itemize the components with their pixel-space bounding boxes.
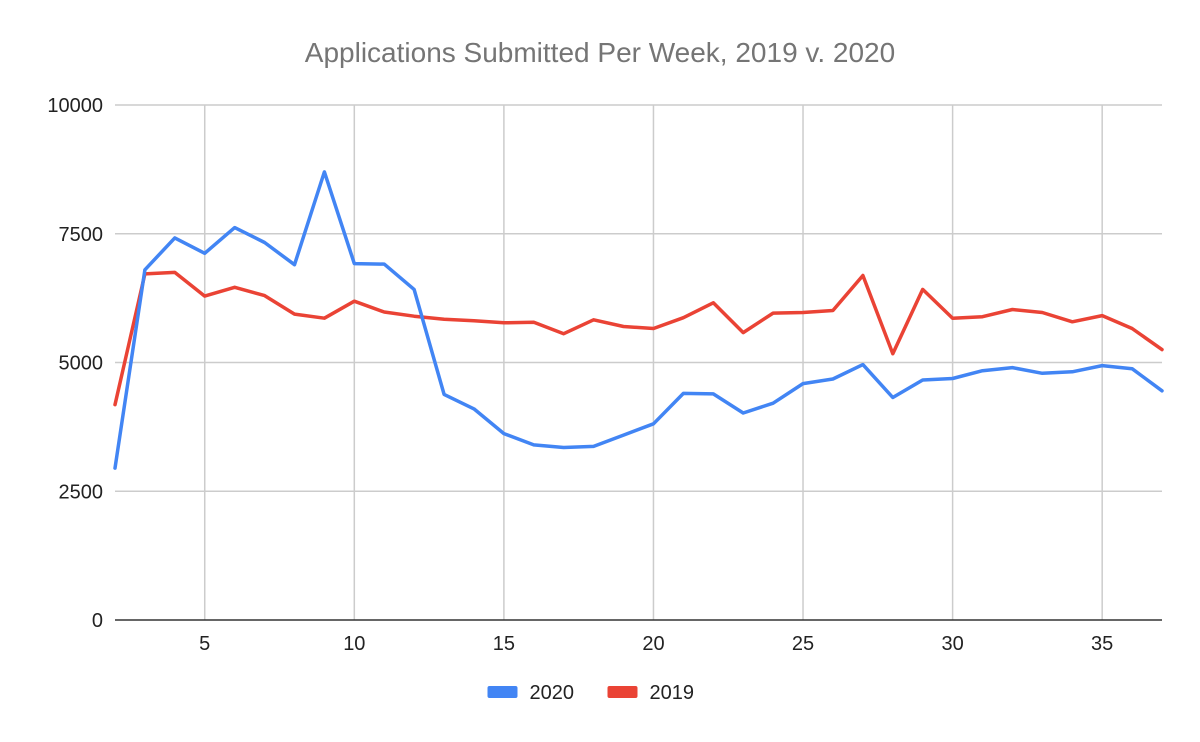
series-line-2020 <box>113 170 1164 470</box>
x-tick-label: 5 <box>199 633 210 655</box>
x-tick-label: 15 <box>493 633 515 655</box>
x-tick-label: 35 <box>1091 633 1113 655</box>
legend-label-2020: 2020 <box>530 682 575 704</box>
legend-swatch-2020 <box>487 686 518 698</box>
y-tick-label: 5000 <box>59 353 104 375</box>
legend-swatch-2019 <box>607 686 638 698</box>
chart-title: Applications Submitted Per Week, 2019 v.… <box>305 37 895 68</box>
legend: 2020 2019 <box>487 682 695 704</box>
x-tick-label: 25 <box>792 633 814 655</box>
y-tick-label: 0 <box>92 610 103 632</box>
x-tick-label: 10 <box>343 633 365 655</box>
x-axis-ticks: 5 10 15 20 25 30 35 <box>199 633 1113 655</box>
y-tick-label: 7500 <box>59 224 104 246</box>
series-lines <box>113 170 1164 470</box>
x-tick-label: 30 <box>941 633 963 655</box>
grid <box>115 104 1162 621</box>
y-tick-label: 2500 <box>59 481 104 503</box>
series-line-2019 <box>113 270 1164 407</box>
y-axis-ticks: 0 2500 5000 7500 10000 <box>47 95 103 632</box>
legend-label-2019: 2019 <box>650 682 695 704</box>
x-tick-label: 20 <box>642 633 664 655</box>
y-tick-label: 10000 <box>47 95 103 117</box>
